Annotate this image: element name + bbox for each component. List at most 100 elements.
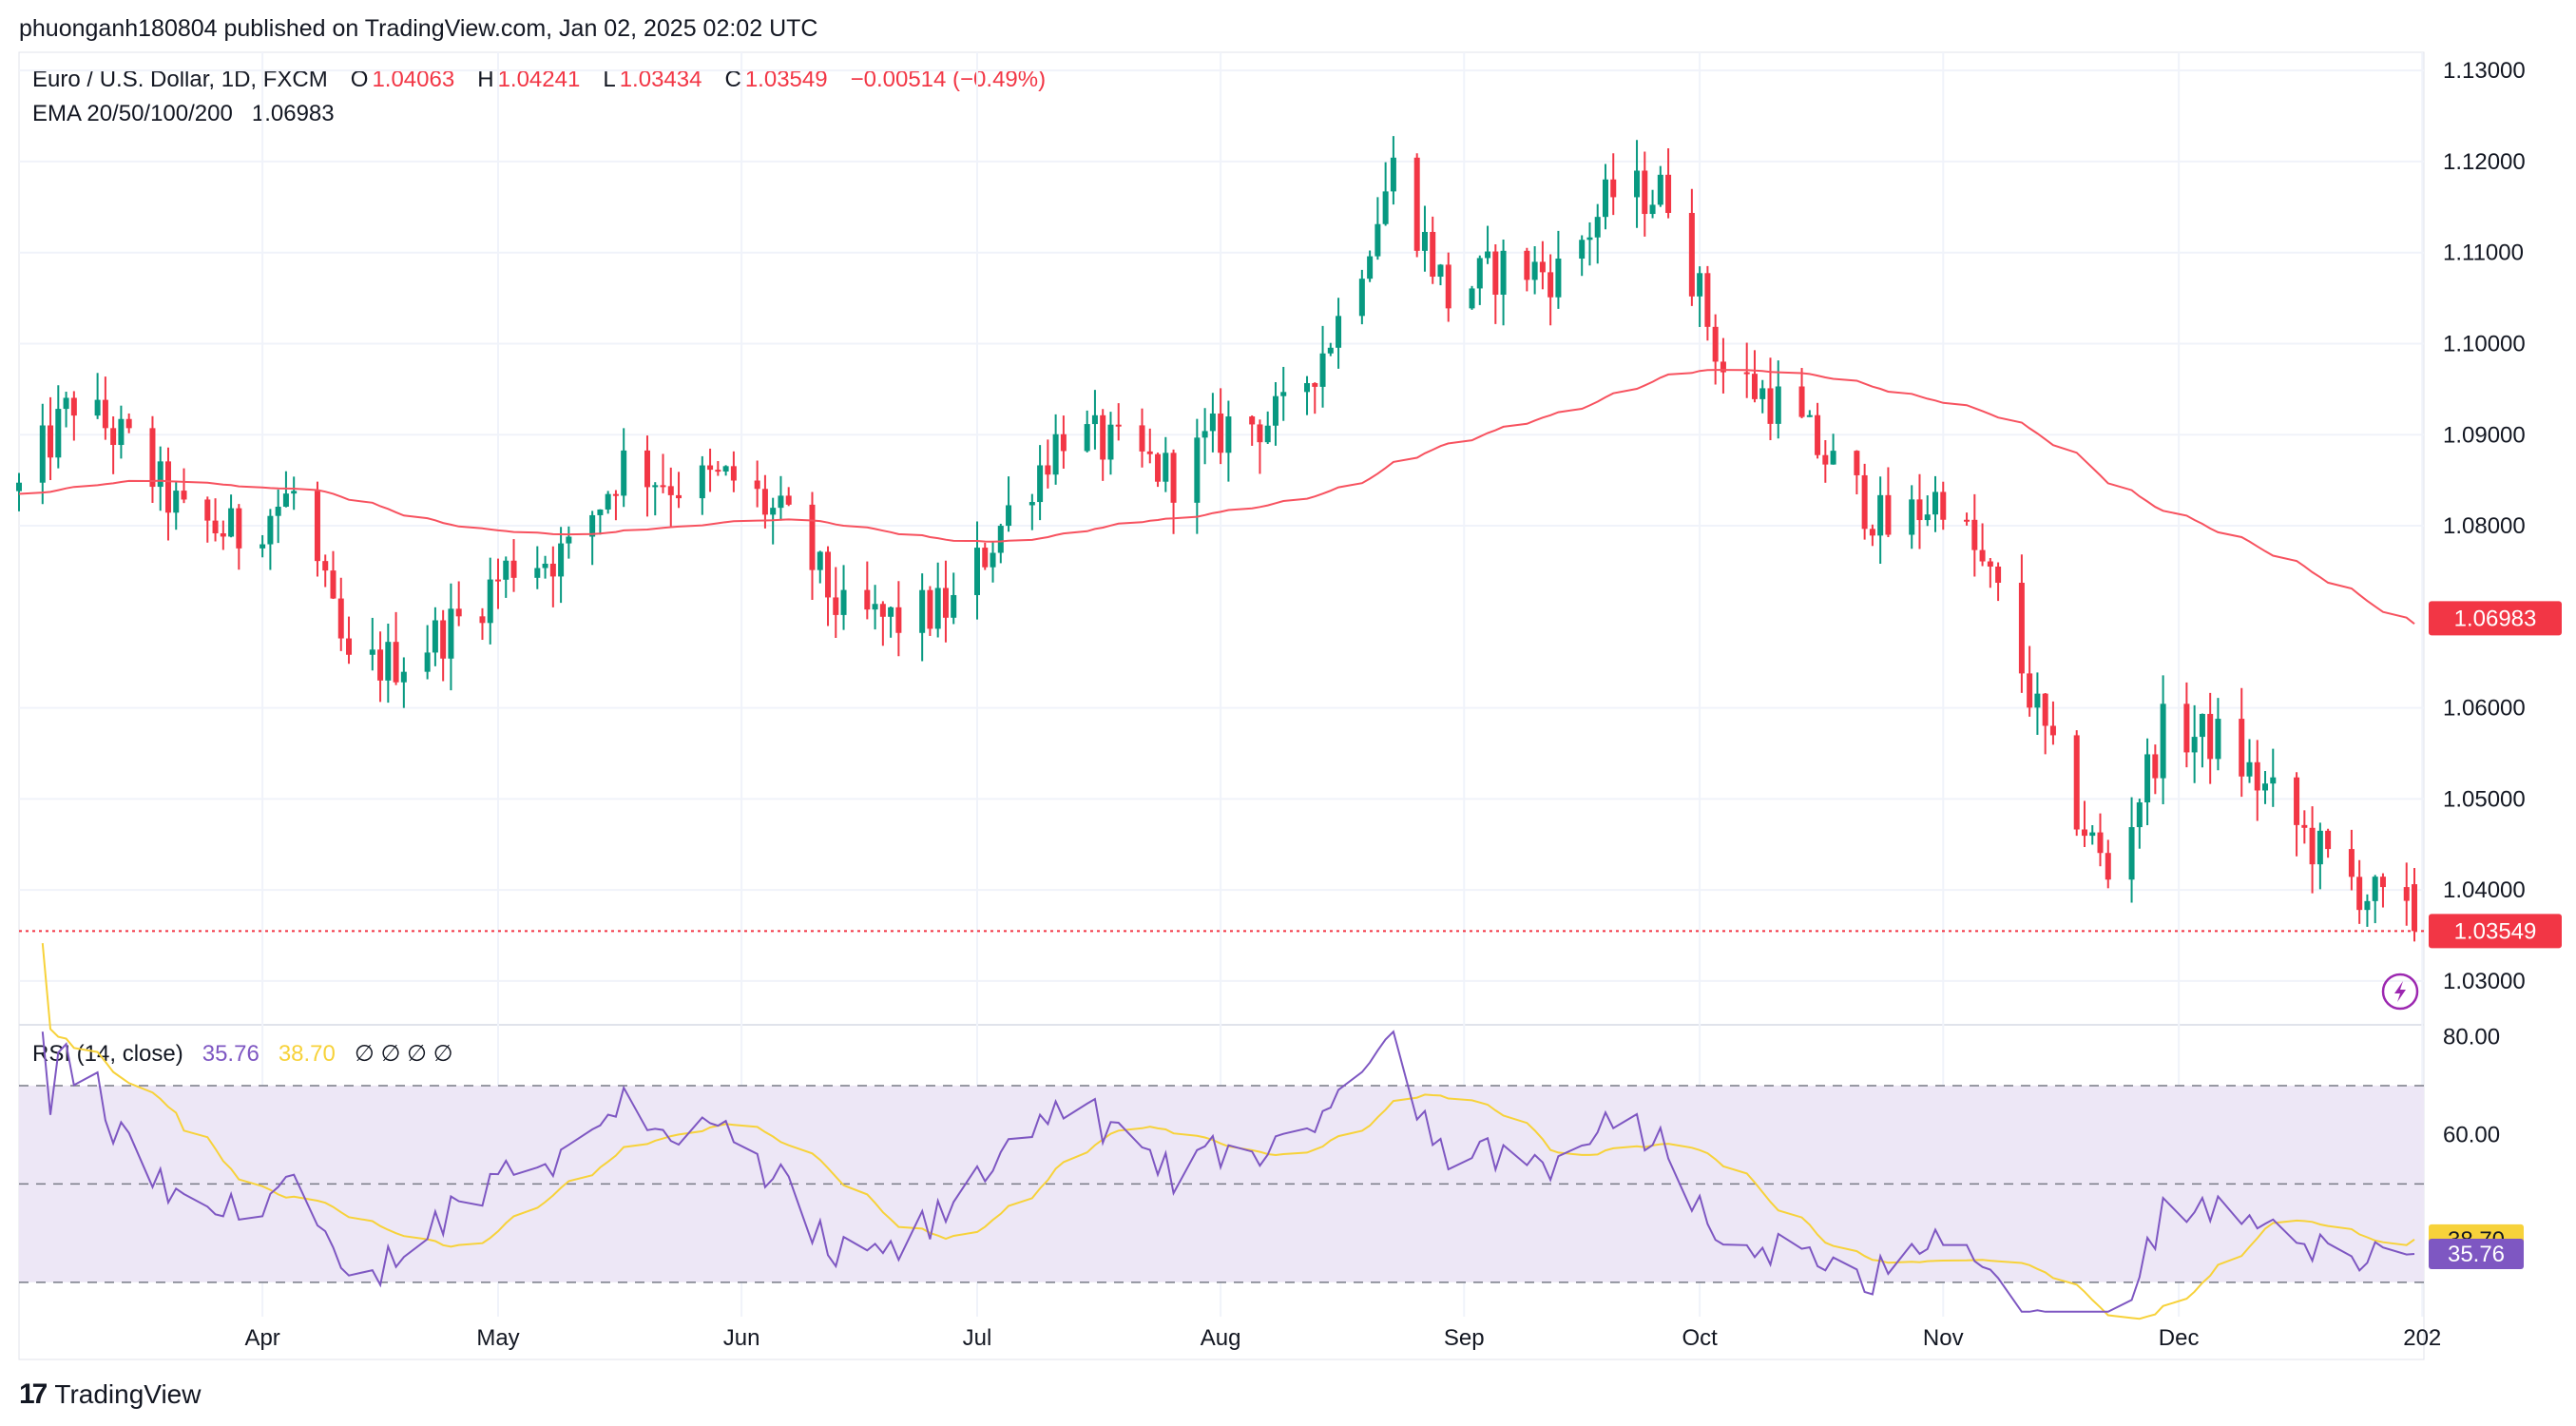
price-tick-label: 1.09000 (2443, 422, 2526, 448)
candle-body (1469, 288, 1475, 309)
candle-body (1759, 388, 1766, 399)
candle-body (1932, 491, 1938, 515)
candle-body (1084, 424, 1090, 452)
candle-body (2309, 827, 2316, 865)
candle-body (1987, 561, 1993, 567)
candle-body (228, 508, 235, 537)
candle-body (2364, 900, 2371, 911)
candle-body (872, 604, 878, 610)
candle-body (589, 514, 596, 537)
candle-body (2027, 673, 2033, 708)
candle-body (770, 508, 777, 515)
candle-body (2262, 783, 2269, 791)
candle-body (2207, 713, 2214, 760)
candle-body (220, 532, 226, 537)
candle-body (621, 450, 627, 496)
candle-body (2191, 737, 2198, 753)
candle-body (2356, 877, 2363, 911)
candle-body (761, 489, 768, 515)
candle-body (1602, 179, 1608, 218)
candle-body (1688, 212, 1695, 297)
candle-body (1367, 256, 1374, 279)
candle-body (337, 598, 344, 639)
candle-body (919, 589, 926, 633)
candle-body (2073, 735, 2080, 830)
time-tick-label: Jul (963, 1325, 992, 1351)
candle-body (1642, 170, 1648, 215)
candle-body (2042, 693, 2048, 726)
candle-body (1743, 372, 1750, 375)
candle-body (1634, 170, 1641, 198)
candle-body (55, 409, 62, 458)
brand-name: TradingView (54, 1379, 202, 1409)
tradingview-logo[interactable]: 17 TradingView (19, 1378, 201, 1411)
candle-body (1555, 259, 1562, 298)
candle-body (817, 551, 823, 570)
candle-body (1594, 217, 1601, 238)
rsi-ma-line (41, 943, 2415, 1320)
ema-label[interactable]: EMA 20/50/100/200 (32, 101, 233, 126)
candle-body (660, 485, 666, 488)
candle-body (2049, 725, 2056, 736)
candle-body (1028, 502, 1035, 506)
candle-body (1312, 382, 1318, 387)
price-tick-label: 1.08000 (2443, 513, 2526, 539)
candle-body (754, 480, 760, 490)
candle-body (676, 494, 682, 499)
candle-body (39, 425, 46, 483)
close-label: C (724, 67, 741, 92)
candle-body (385, 642, 392, 681)
candle-body (927, 589, 933, 629)
candle-body (2412, 884, 2417, 932)
candle-body (1139, 425, 1145, 452)
candle-body (1476, 258, 1483, 289)
candle-body (667, 486, 674, 495)
candle-body (1854, 451, 1860, 475)
candle-body (951, 594, 957, 618)
candle-body (1815, 414, 1821, 455)
candle-body (1155, 453, 1162, 482)
candle-body (566, 536, 572, 544)
candle-body (204, 499, 211, 521)
last-price-badge-text: 1.03549 (2454, 918, 2537, 944)
candle-body (173, 491, 180, 513)
time-tick-label: Sep (1444, 1325, 1485, 1351)
rsi-tick-label: 60.00 (2443, 1123, 2500, 1148)
candle-body (1060, 434, 1067, 452)
candle-body (2160, 703, 2166, 779)
candle-body (48, 425, 54, 458)
candle-body (1264, 425, 1271, 443)
candle-body (597, 509, 604, 515)
candle-body (495, 579, 501, 582)
candle-body (942, 588, 949, 618)
candle-body (424, 652, 431, 672)
rsi-badge-text: 35.76 (2448, 1242, 2505, 1267)
candle-body (2316, 830, 2323, 865)
candle-body (1336, 316, 1342, 348)
candle-body (291, 491, 298, 494)
candle-body (110, 428, 117, 446)
price-tick-label: 1.05000 (2443, 786, 2526, 812)
candle-body (1146, 451, 1153, 454)
candle-body (2246, 761, 2253, 777)
candle-body (1649, 204, 1656, 215)
candle-body (118, 418, 125, 446)
high-label: H (477, 67, 494, 92)
candle-body (1964, 519, 1970, 522)
candle-body (699, 465, 705, 499)
candle-body (1037, 465, 1044, 503)
candle-body (157, 461, 163, 488)
candle-body (2018, 583, 2025, 674)
candle-body (1382, 191, 1389, 224)
candle-body (63, 397, 69, 410)
candle-body (1916, 499, 1923, 521)
price-tick-label: 1.11000 (2443, 241, 2524, 266)
candle-body (1163, 453, 1169, 482)
candle-body (181, 491, 187, 500)
time-tick-label: Oct (1682, 1325, 1718, 1351)
rsi-badge (2429, 1239, 2524, 1270)
candle-body (644, 450, 650, 488)
candle-body (809, 504, 816, 570)
candle-body (369, 649, 375, 655)
